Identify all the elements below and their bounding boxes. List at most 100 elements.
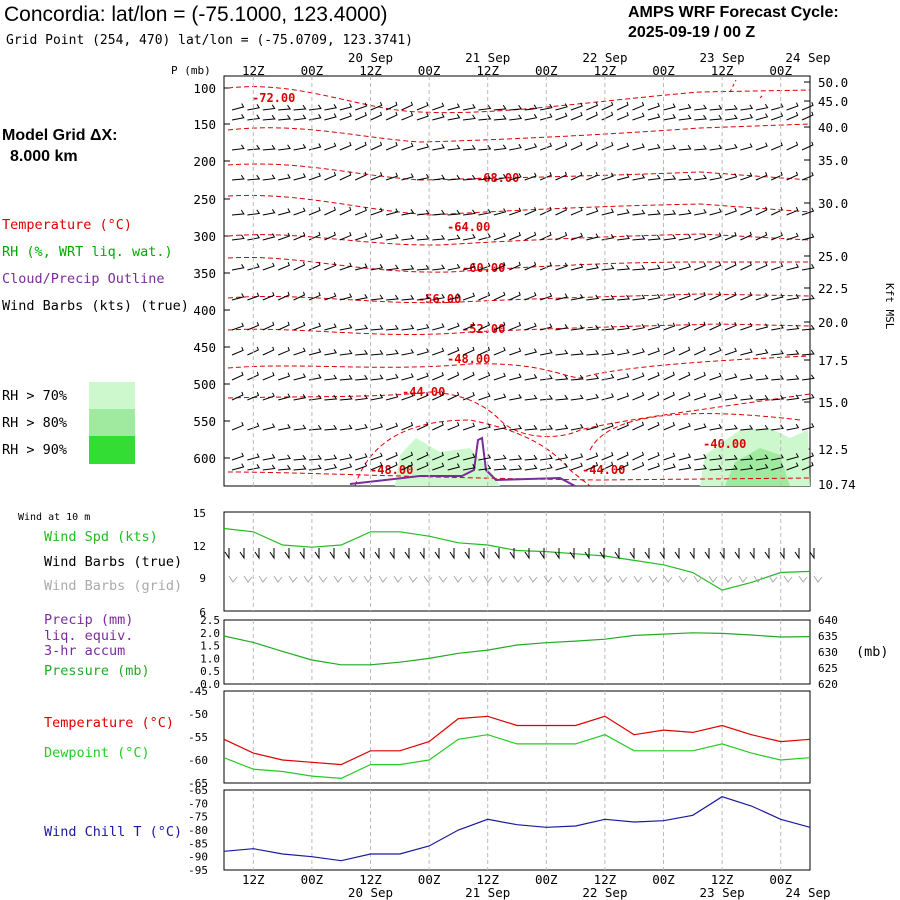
wind-barb — [586, 172, 599, 181]
time-tick-label: 00Z — [301, 63, 324, 78]
wind-barb — [401, 324, 415, 331]
wind-barb — [509, 143, 522, 151]
wind-barb — [755, 172, 768, 181]
grid-wind-barb — [498, 575, 508, 583]
wind-barb — [370, 452, 383, 461]
rh80-swatch — [89, 409, 135, 436]
wind-barb — [478, 114, 492, 121]
pressure-tick-label: 250 — [193, 192, 216, 207]
wind-barb — [678, 422, 691, 431]
grid-wind-barb — [318, 575, 328, 583]
wind-barb — [740, 322, 753, 331]
wind-barb — [339, 112, 352, 121]
wind-barb — [509, 454, 523, 461]
wind-barb — [339, 293, 353, 301]
wind-barb — [694, 464, 707, 471]
grid-wind-barb — [423, 575, 433, 583]
wind-barb — [386, 349, 399, 356]
wind-barb — [786, 112, 799, 121]
time-tick-label: 12Z — [711, 63, 734, 78]
wind-barb — [432, 323, 445, 331]
wind-barb — [478, 104, 492, 111]
wind-barb — [801, 233, 815, 241]
height-tick-label: 30.0 — [818, 196, 848, 211]
wind-barb — [770, 206, 783, 216]
wind-barb — [231, 347, 244, 356]
wind-barb — [231, 463, 245, 471]
wind-barb — [385, 101, 398, 111]
temperature-contour — [227, 86, 811, 114]
surface-wind-barb — [584, 548, 590, 560]
wind-barb — [647, 144, 661, 151]
series-label: liq. equiv. — [44, 628, 133, 644]
grid-wind-barb — [468, 575, 478, 583]
wind-barb — [293, 104, 307, 111]
cloud-outline — [349, 436, 576, 487]
wind-barb — [601, 101, 614, 111]
y-tick-label: -50 — [188, 708, 208, 721]
wind-barb — [601, 373, 615, 381]
wind-barb — [231, 452, 244, 461]
wind-barb — [524, 104, 538, 111]
wind-barb — [709, 114, 723, 121]
wind-barb — [755, 374, 769, 381]
panel-frame — [223, 511, 811, 612]
wind-barb — [709, 262, 722, 271]
wind-barb — [478, 144, 492, 151]
wind-barb — [586, 111, 598, 121]
temperature-contour-label: -48.00 — [447, 352, 490, 366]
wind-barb — [324, 231, 336, 241]
wind-barb — [694, 292, 706, 301]
wind-barb — [386, 373, 399, 381]
wind-barb — [801, 374, 815, 381]
wind-barb — [632, 462, 645, 471]
wind-barb — [524, 113, 538, 121]
wind-barb — [601, 324, 615, 331]
grid-wind-barb — [768, 575, 778, 583]
pressure-tick-label: 550 — [193, 414, 216, 429]
grid-wind-barb — [258, 575, 268, 583]
wind-barb — [339, 324, 353, 331]
surface-wind-barb — [644, 548, 650, 560]
wind-barb — [555, 103, 568, 111]
wind-barb — [231, 114, 245, 121]
grid-wind-barb — [633, 575, 643, 583]
wind-barb — [540, 424, 554, 431]
wind-barb — [663, 174, 677, 181]
wind-barb — [277, 291, 290, 301]
wind-barb — [771, 463, 784, 471]
y-tick-label: 2.5 — [200, 614, 220, 627]
wind-barb — [401, 348, 414, 356]
grid-wind-barb — [438, 575, 448, 583]
wind-barb — [771, 349, 784, 356]
surface-wind-barb — [509, 548, 515, 560]
legend-cloud: Cloud/Precip Outline — [2, 271, 165, 287]
wind-barb — [278, 347, 290, 356]
wind-chill-line — [223, 796, 811, 862]
wind-barb — [247, 174, 261, 181]
wind-barb — [601, 172, 614, 181]
wind-barb — [801, 452, 814, 461]
series-label: Temperature (°C) — [44, 715, 174, 731]
series-label: Wind Spd (kts) — [44, 529, 158, 545]
grid-wind-barb — [243, 575, 253, 583]
wind-barb — [447, 322, 460, 331]
wind-barb — [262, 104, 276, 111]
wind-barb — [324, 172, 337, 181]
wind-barb — [724, 347, 737, 356]
wind-barb — [663, 422, 676, 431]
height-tick-label: 35.0 — [818, 153, 848, 168]
pressure-tick-label: 100 — [193, 81, 216, 96]
wind-barb — [771, 293, 784, 301]
grid-wind-barb — [588, 575, 598, 583]
wind-barb — [247, 292, 260, 301]
wind-barb — [370, 349, 384, 356]
wind-barb — [262, 209, 276, 216]
surface-wind-barb — [659, 548, 665, 560]
wind-barb — [586, 452, 599, 461]
temperature-contour-label: -40.00 — [703, 437, 746, 451]
grid-wind-barb — [483, 575, 493, 583]
wind-barb — [586, 233, 599, 241]
y-tick-label: -55 — [188, 731, 208, 744]
wind-barb — [293, 464, 307, 471]
